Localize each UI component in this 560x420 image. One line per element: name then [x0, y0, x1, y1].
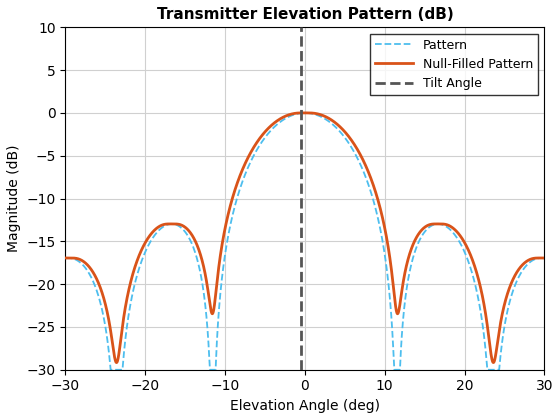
- Tilt Angle: [297, 110, 304, 116]
- Pattern: [301, 110, 308, 116]
- Null-Filled Pattern: [113, 360, 120, 365]
- Pattern: [179, 226, 185, 231]
- Null-Filled Pattern: [277, 116, 283, 121]
- Pattern: [174, 223, 180, 228]
- Pattern: [541, 256, 548, 261]
- Pattern: [176, 224, 183, 229]
- Pattern: [108, 367, 114, 372]
- Null-Filled Pattern: [537, 255, 544, 260]
- Legend: Pattern, Null-Filled Pattern, Tilt Angle: Pattern, Null-Filled Pattern, Tilt Angle: [370, 34, 538, 95]
- Null-Filled Pattern: [541, 255, 548, 260]
- Line: Null-Filled Pattern: Null-Filled Pattern: [66, 113, 544, 362]
- Null-Filled Pattern: [62, 255, 69, 260]
- Title: Transmitter Elevation Pattern (dB): Transmitter Elevation Pattern (dB): [156, 7, 453, 22]
- Y-axis label: Magnitude (dB): Magnitude (dB): [7, 145, 21, 252]
- Pattern: [62, 256, 69, 261]
- Pattern: [277, 120, 283, 125]
- Null-Filled Pattern: [176, 222, 183, 227]
- Tilt Angle: [297, 102, 304, 107]
- Pattern: [537, 255, 544, 260]
- X-axis label: Elevation Angle (deg): Elevation Angle (deg): [230, 399, 380, 413]
- Null-Filled Pattern: [179, 223, 185, 228]
- Null-Filled Pattern: [302, 110, 309, 116]
- Null-Filled Pattern: [242, 159, 249, 164]
- Pattern: [242, 170, 249, 175]
- Null-Filled Pattern: [174, 221, 180, 226]
- Line: Pattern: Pattern: [66, 113, 544, 370]
